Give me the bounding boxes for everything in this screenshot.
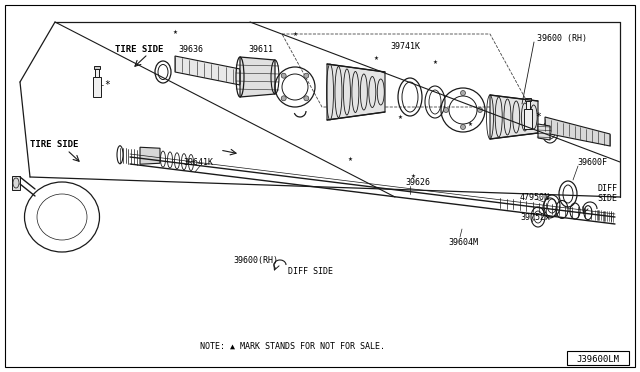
Text: NOTE: ▲ MARK STANDS FOR NOT FOR SALE.: NOTE: ▲ MARK STANDS FOR NOT FOR SALE. <box>200 341 385 350</box>
Text: 39636: 39636 <box>178 45 203 54</box>
Circle shape <box>461 125 465 129</box>
Text: ★: ★ <box>397 115 403 119</box>
Circle shape <box>461 90 465 96</box>
Polygon shape <box>240 57 275 97</box>
Text: 47950N: 47950N <box>520 192 550 202</box>
Bar <box>567 351 629 365</box>
Bar <box>94 66 100 69</box>
Circle shape <box>304 73 309 78</box>
Text: 39641K: 39641K <box>183 157 213 167</box>
Text: ★: ★ <box>433 60 437 64</box>
Circle shape <box>281 96 286 101</box>
Text: J39600LM: J39600LM <box>576 356 619 365</box>
Polygon shape <box>175 56 240 85</box>
Circle shape <box>444 108 449 112</box>
Text: 39741K: 39741K <box>390 42 420 51</box>
Text: ★: ★ <box>374 55 378 61</box>
Text: ★: ★ <box>292 32 298 36</box>
Text: 39600(RH): 39600(RH) <box>233 256 278 264</box>
Text: SIDE: SIDE <box>597 193 617 202</box>
Text: 39600 (RH): 39600 (RH) <box>537 33 587 42</box>
Polygon shape <box>140 147 160 164</box>
Bar <box>526 101 530 109</box>
Text: TIRE SIDE: TIRE SIDE <box>115 45 163 54</box>
Bar <box>525 98 531 101</box>
Text: 39626: 39626 <box>405 177 430 186</box>
Text: *: * <box>535 112 541 122</box>
Polygon shape <box>538 124 550 140</box>
Text: DIFF SIDE: DIFF SIDE <box>288 267 333 276</box>
Polygon shape <box>490 95 538 139</box>
Text: 39752x: 39752x <box>520 212 550 221</box>
Text: ★: ★ <box>468 122 472 126</box>
Text: TIRE SIDE: TIRE SIDE <box>30 140 78 148</box>
Text: 39604M: 39604M <box>448 237 478 247</box>
Circle shape <box>281 73 286 78</box>
Circle shape <box>477 108 483 112</box>
Text: 39611: 39611 <box>248 45 273 54</box>
Text: DIFF: DIFF <box>597 183 617 192</box>
Bar <box>12 176 20 190</box>
Text: ★: ★ <box>173 29 177 35</box>
Bar <box>95 69 99 77</box>
Text: *: * <box>104 80 110 90</box>
Bar <box>524 109 532 129</box>
Text: 39600F: 39600F <box>577 157 607 167</box>
Text: ★: ★ <box>348 157 353 161</box>
Text: ★: ★ <box>411 173 415 179</box>
Circle shape <box>304 96 309 101</box>
Bar <box>93 77 101 97</box>
Polygon shape <box>545 117 610 146</box>
Polygon shape <box>327 64 385 120</box>
